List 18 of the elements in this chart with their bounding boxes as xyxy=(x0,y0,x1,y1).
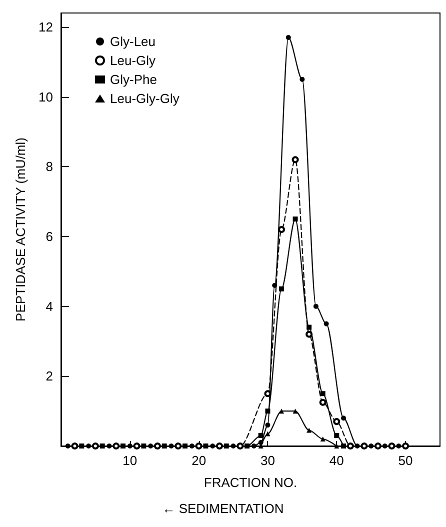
y-axis-title: PEPTIDASE ACTIVITY (mU/ml) xyxy=(13,138,28,322)
legend-label: Leu-Gly xyxy=(110,53,156,68)
x-tick-label: 40 xyxy=(329,453,344,468)
y-tick-label: 4 xyxy=(46,298,53,314)
x-tick-label: 20 xyxy=(192,453,206,468)
x-tick-label: 30 xyxy=(260,453,275,468)
x-axis-title: FRACTION NO. xyxy=(204,475,298,490)
y-tick-label: 10 xyxy=(38,89,53,104)
x-tick-label: 50 xyxy=(398,453,413,468)
y-tick-label: 8 xyxy=(46,159,53,174)
y-tick-label: 12 xyxy=(38,19,53,34)
legend-label: Leu-Gly-Gly xyxy=(110,91,180,106)
y-tick-label: 2 xyxy=(46,368,53,384)
text: ← SEDIMENTATION xyxy=(162,501,284,516)
legend-label: Gly-Leu xyxy=(110,34,156,49)
legend-label: Gly-Phe xyxy=(110,72,157,87)
y-tick-label: 6 xyxy=(46,228,53,244)
x-tick-label: 10 xyxy=(122,453,138,468)
